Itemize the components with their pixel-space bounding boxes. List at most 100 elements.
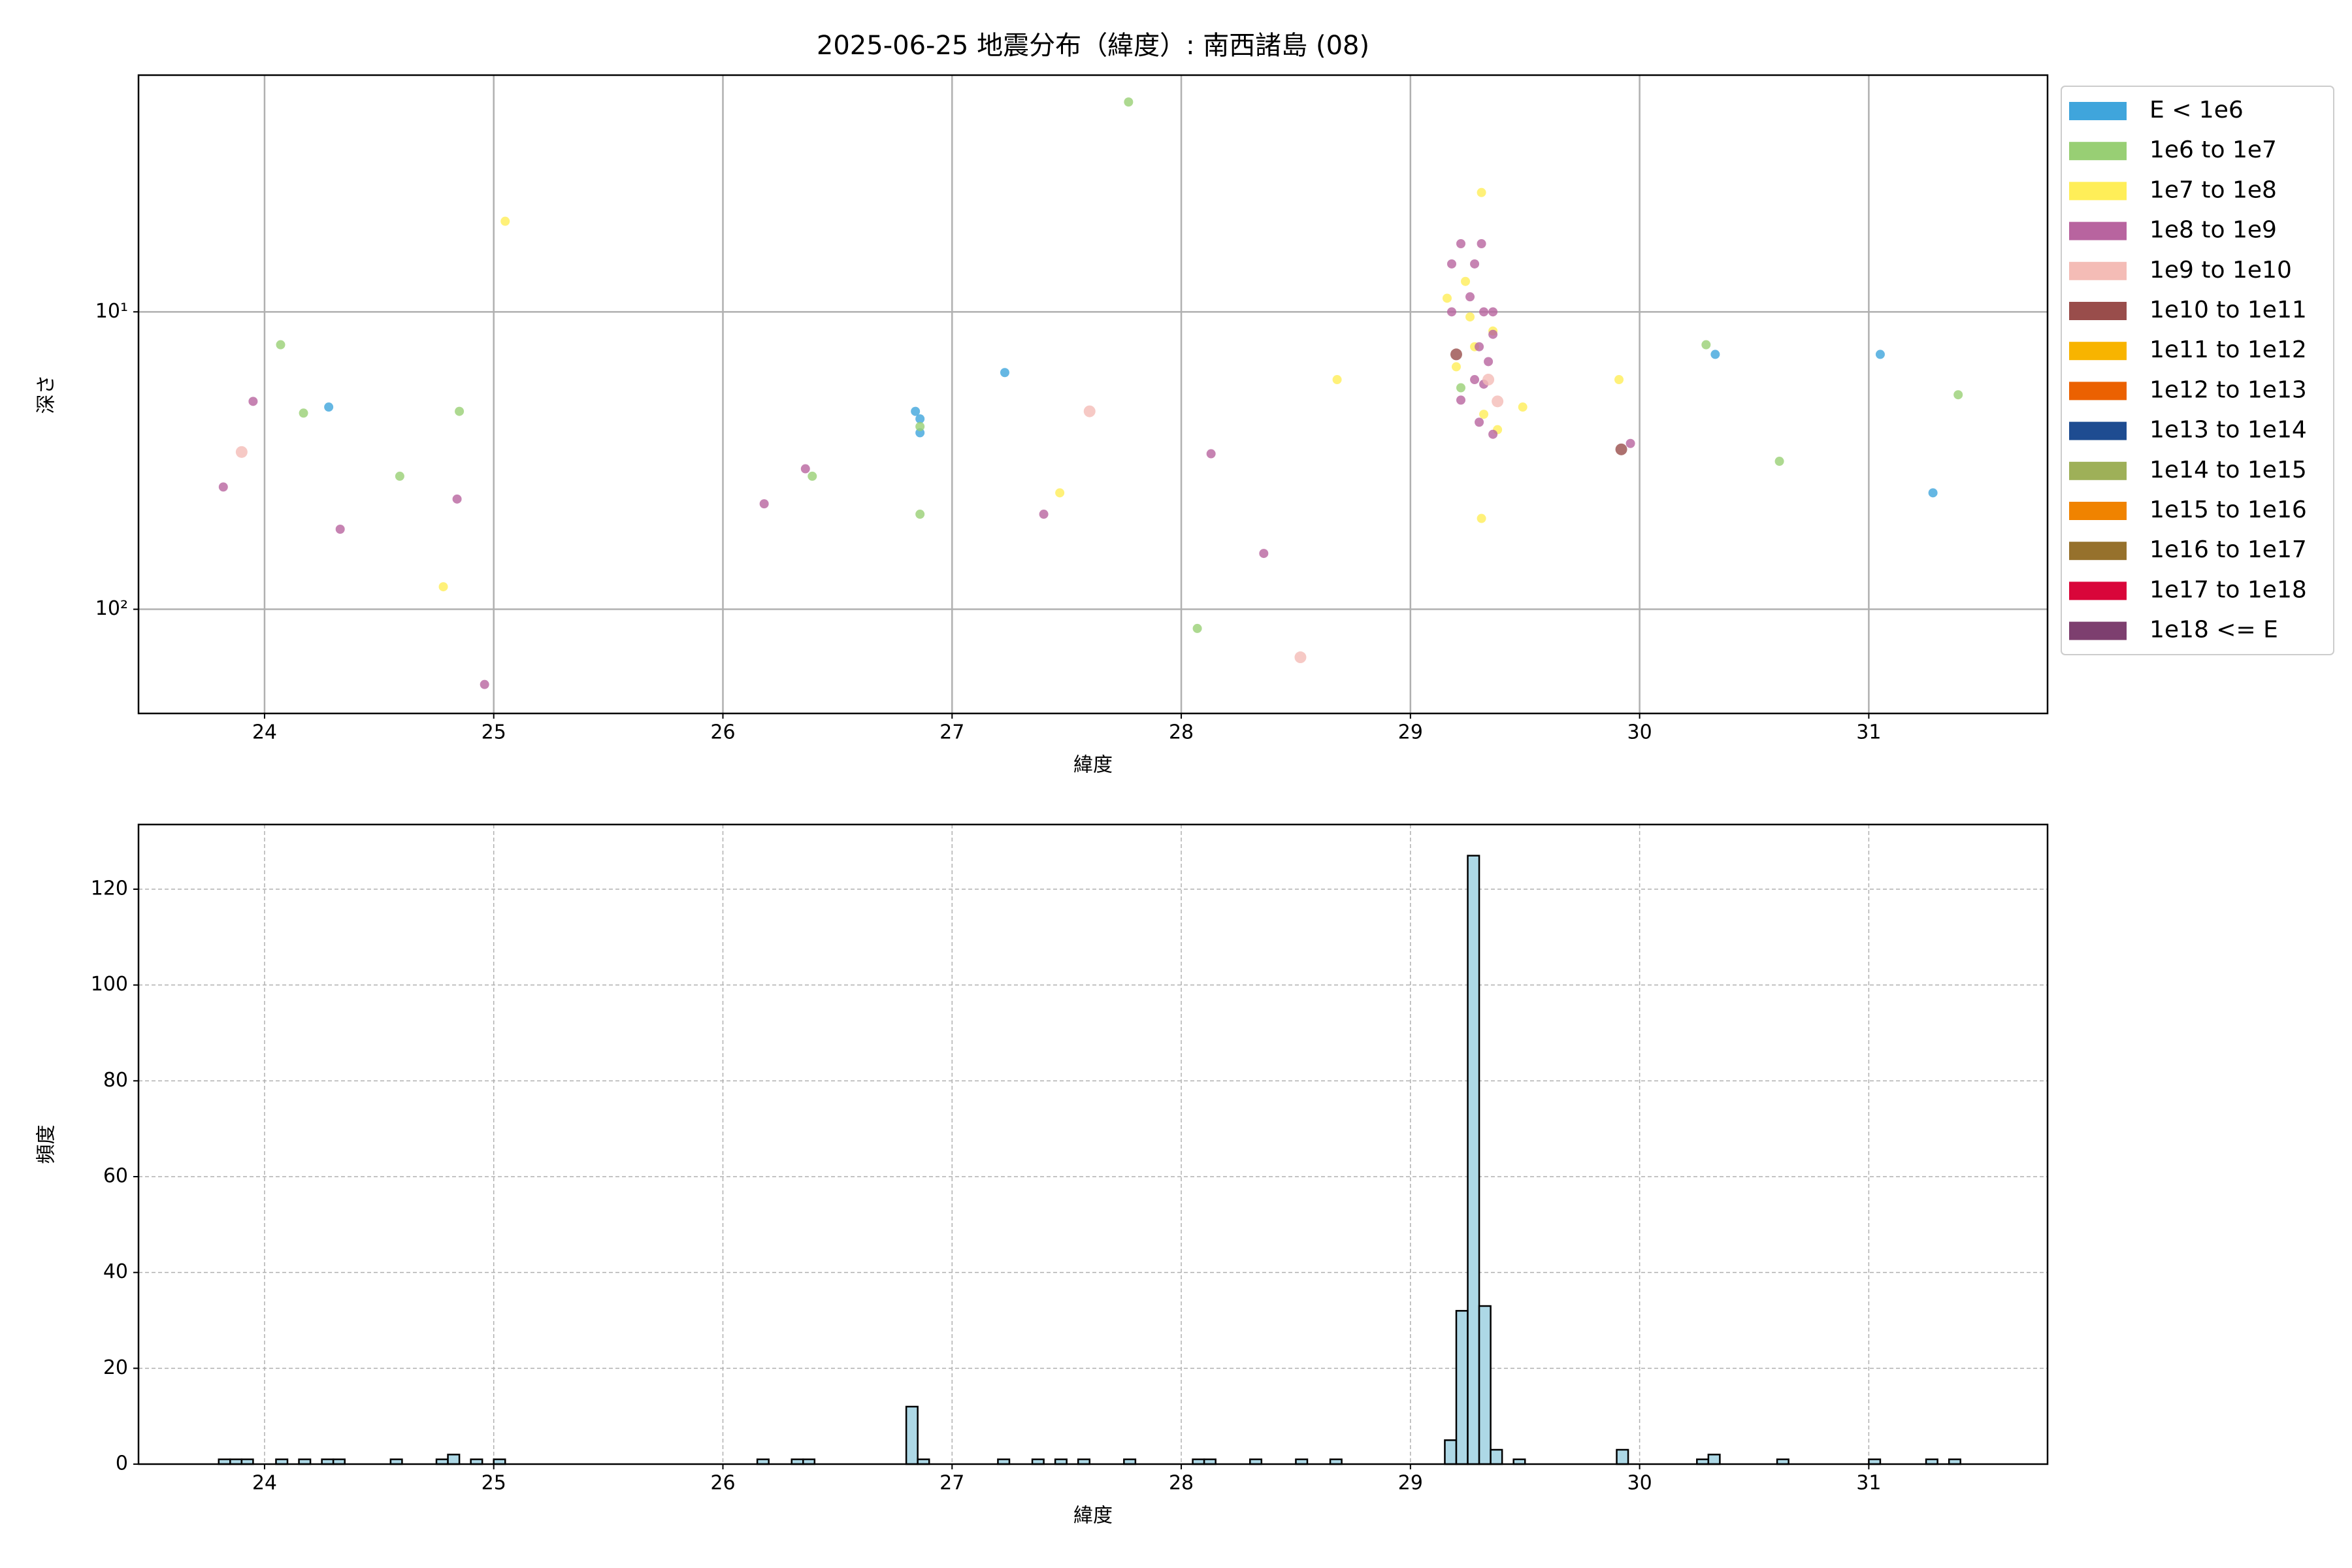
- scatter-point: [1710, 350, 1720, 359]
- scatter-point: [1000, 368, 1009, 378]
- histogram-bar: [905, 1405, 919, 1465]
- legend-swatch: [2069, 142, 2127, 161]
- scatter-point: [1477, 188, 1486, 197]
- legend-label: 1e18 <= E: [2149, 617, 2278, 644]
- histogram-bar: [1616, 1448, 1629, 1465]
- x-tick-label: 28: [1169, 721, 1194, 744]
- legend-swatch: [2069, 581, 2127, 600]
- scatter-point: [218, 482, 228, 492]
- scatter-point: [335, 524, 345, 534]
- scatter-point: [1456, 395, 1466, 405]
- scatter-point: [1953, 390, 1963, 400]
- scatter-point: [1055, 488, 1065, 498]
- x-tick-label: 27: [939, 721, 964, 744]
- x-tick-label: 24: [252, 1472, 277, 1495]
- scatter-point: [1259, 549, 1269, 559]
- scatter-point: [1124, 97, 1134, 107]
- x-tick-label: 30: [1627, 721, 1652, 744]
- x-tick-label: 24: [252, 721, 277, 744]
- histogram-bar: [1444, 1439, 1458, 1465]
- scatter-point: [915, 510, 925, 519]
- legend-swatch: [2069, 102, 2127, 120]
- chart-title: 2025-06-25 地震分布（緯度）: 南西諸島 (08): [817, 31, 1369, 61]
- scatter-point: [1332, 375, 1342, 385]
- scatter-point: [452, 494, 462, 504]
- scatter-point: [1470, 259, 1480, 269]
- legend-label: 1e12 to 1e13: [2149, 376, 2307, 403]
- legend-swatch: [2069, 421, 2127, 440]
- scatter-point: [1875, 350, 1885, 359]
- scatter-point: [248, 397, 258, 406]
- x-axis-label: 緯度: [1073, 1505, 1113, 1527]
- y-tick-label: 80: [103, 1069, 128, 1092]
- legend-label: E < 1e6: [2149, 97, 2244, 123]
- scatter-point: [759, 499, 769, 509]
- scatter-point: [1928, 488, 1938, 498]
- legend-swatch: [2069, 261, 2127, 280]
- scatter-point: [1461, 276, 1471, 286]
- scatter-point: [1039, 510, 1049, 519]
- x-tick-label: 31: [1856, 721, 1881, 744]
- scatter-point: [1451, 362, 1461, 372]
- scatter-point: [1475, 417, 1484, 427]
- y-tick-label: 0: [116, 1452, 128, 1475]
- scatter-point: [911, 406, 921, 416]
- histogram-bar: [1707, 1454, 1721, 1465]
- x-tick-label: 26: [710, 721, 735, 744]
- scatter-point: [1488, 329, 1498, 339]
- y-tick-label: 40: [103, 1260, 128, 1283]
- scatter-point: [1470, 375, 1480, 385]
- scatter-point: [1456, 238, 1466, 248]
- x-tick-label: 31: [1856, 1472, 1881, 1495]
- legend-label: 1e6 to 1e7: [2149, 137, 2277, 163]
- scatter-point: [915, 421, 925, 431]
- legend-swatch: [2069, 342, 2127, 361]
- legend-label: 1e16 to 1e17: [2149, 536, 2307, 563]
- legend-swatch: [2069, 502, 2127, 520]
- scatter-point: [800, 464, 810, 474]
- scatter-point: [1456, 383, 1466, 393]
- legend-swatch: [2069, 382, 2127, 400]
- legend-label: 1e11 to 1e12: [2149, 336, 2307, 363]
- x-tick-label: 29: [1398, 1472, 1423, 1495]
- scatter-point: [1774, 457, 1784, 466]
- legend-swatch: [2069, 302, 2127, 320]
- legend-label: 1e13 to 1e14: [2149, 417, 2307, 444]
- scatter-point: [1465, 312, 1475, 322]
- scatter-point: [1479, 307, 1489, 317]
- scatter-point: [1484, 357, 1494, 367]
- y-tick-label: 20: [103, 1356, 128, 1379]
- scatter-point: [500, 216, 510, 226]
- y-axis-label: 頻度: [35, 1125, 58, 1164]
- scatter-point: [1518, 402, 1527, 412]
- scatter-point: [1294, 651, 1307, 664]
- histogram-bar: [1490, 1448, 1503, 1465]
- y-tick-label: 100: [91, 973, 128, 996]
- scatter-point: [395, 471, 404, 481]
- legend-label: 1e15 to 1e16: [2149, 497, 2307, 523]
- scatter-point: [808, 471, 817, 481]
- y-axis-label: 深さ: [35, 375, 58, 414]
- legend-swatch: [2069, 621, 2127, 640]
- legend-swatch: [2069, 221, 2127, 240]
- scatter-point: [1615, 443, 1627, 455]
- scatter-point: [1475, 342, 1484, 351]
- x-tick-label: 30: [1627, 1472, 1652, 1495]
- x-tick-label: 25: [482, 721, 506, 744]
- scatter-point: [1488, 429, 1498, 439]
- scatter-point: [438, 582, 448, 592]
- legend-swatch: [2069, 182, 2127, 201]
- x-axis-label: 緯度: [1073, 754, 1113, 777]
- scatter-point: [1477, 514, 1486, 523]
- scatter-point: [235, 446, 248, 458]
- y-tick-label: 60: [103, 1165, 128, 1188]
- legend-swatch: [2069, 542, 2127, 561]
- scatter-point: [324, 402, 334, 412]
- scatter-point: [1206, 449, 1216, 459]
- scatter-point: [1450, 348, 1462, 361]
- scatter-point: [1465, 292, 1475, 302]
- scatter-point: [1614, 375, 1624, 385]
- legend-swatch: [2069, 461, 2127, 480]
- histogram-bar: [1467, 855, 1480, 1465]
